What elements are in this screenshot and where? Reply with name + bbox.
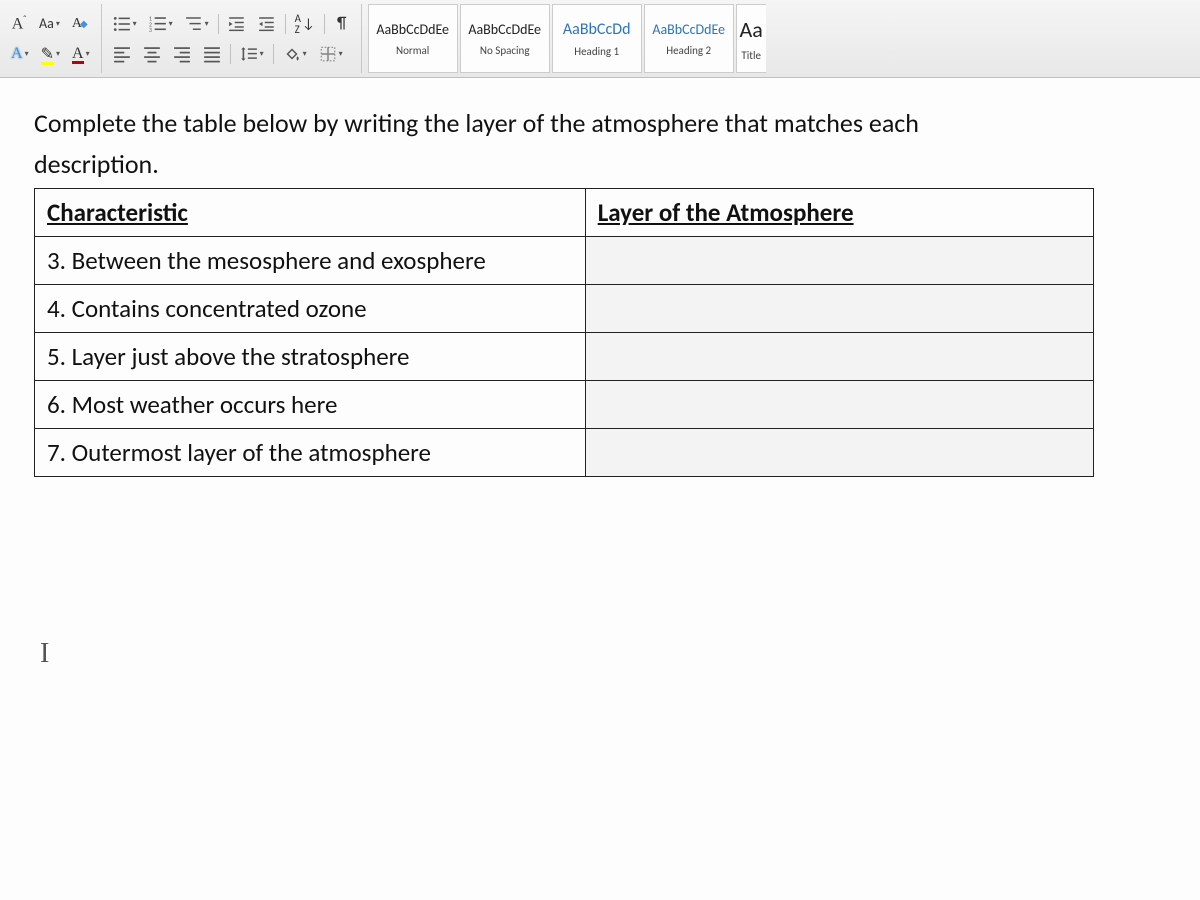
align-left-button[interactable]	[110, 42, 134, 66]
table-row: 7. Outermost layer of the atmosphere	[35, 429, 1094, 477]
multilevel-list-button[interactable]: ▾	[182, 12, 212, 36]
table-row: 6. Most weather occurs here	[35, 381, 1094, 429]
characteristic-cell[interactable]: 4. Contains concentrated ozone	[35, 285, 586, 333]
style-preview: Aa	[740, 16, 763, 43]
text-cursor-icon: I	[40, 638, 49, 670]
answer-cell[interactable]	[585, 381, 1093, 429]
table-header-row: Characteristic Layer of the Atmosphere	[35, 189, 1094, 237]
header-characteristic[interactable]: Characteristic	[35, 189, 586, 237]
grow-font-button[interactable]: Aˆ	[8, 12, 30, 36]
style-preview: AaBbCcDd	[563, 20, 631, 39]
style-normal[interactable]: AaBbCcDdEe Normal	[368, 4, 458, 73]
table-row: 5. Layer just above the stratosphere	[35, 333, 1094, 381]
align-center-button[interactable]	[140, 42, 164, 66]
header-layer[interactable]: Layer of the Atmosphere	[585, 189, 1093, 237]
chevron-down-icon: ▾	[169, 19, 173, 29]
eraser-icon: ◆	[80, 17, 88, 30]
instruction-text-line1: Complete the table below by writing the …	[34, 106, 1166, 141]
characteristic-cell[interactable]: 7. Outermost layer of the atmosphere	[35, 429, 586, 477]
font-group: Aˆ Aa ▾ A ◆ A ▾ ✎ ▾	[0, 4, 102, 73]
multilevel-icon	[185, 15, 203, 33]
text-effects-button[interactable]: A ▾	[8, 42, 32, 66]
indent-icon	[258, 15, 276, 33]
worksheet-table: Characteristic Layer of the Atmosphere 3…	[34, 188, 1094, 477]
style-title[interactable]: Aa Title	[736, 4, 766, 73]
table-row: 3. Between the mesosphere and exosphere	[35, 237, 1094, 285]
answer-cell[interactable]	[585, 237, 1093, 285]
show-paragraph-button[interactable]: ¶	[331, 12, 353, 36]
justify-button[interactable]	[200, 42, 224, 66]
style-name-label: No Spacing	[480, 44, 530, 57]
chevron-down-icon: ▾	[260, 49, 264, 59]
borders-icon	[319, 45, 337, 63]
font-color-label: A	[72, 45, 84, 62]
style-preview: AaBbCcDdEe	[652, 21, 725, 38]
line-spacing-icon	[240, 45, 258, 63]
svg-text:3: 3	[149, 26, 152, 32]
chevron-down-icon: ▾	[205, 19, 209, 29]
characteristic-cell[interactable]: 6. Most weather occurs here	[35, 381, 586, 429]
justify-icon	[203, 45, 221, 63]
chevron-down-icon: ▾	[56, 49, 60, 59]
chevron-down-icon: ▾	[86, 49, 90, 59]
characteristic-cell[interactable]: 3. Between the mesosphere and exosphere	[35, 237, 586, 285]
numbering-icon: 123	[149, 15, 167, 33]
chevron-down-icon: ▾	[303, 49, 307, 59]
sort-button[interactable]: AZ↓	[292, 12, 318, 36]
styles-gallery: AaBbCcDdEe Normal AaBbCcDdEe No Spacing …	[362, 4, 772, 73]
outdent-icon	[228, 15, 246, 33]
style-name-label: Normal	[396, 44, 429, 57]
paint-bucket-icon	[283, 45, 301, 63]
answer-cell[interactable]	[585, 285, 1093, 333]
paragraph-group: ▾ 123 ▾ ▾ AZ↓ ¶	[102, 4, 362, 73]
change-case-button[interactable]: Aa ▾	[36, 12, 63, 36]
highlighter-icon: ✎	[41, 46, 54, 63]
answer-cell[interactable]	[585, 429, 1093, 477]
style-no-spacing[interactable]: AaBbCcDdEe No Spacing	[460, 4, 550, 73]
change-case-label: Aa	[39, 15, 54, 32]
answer-cell[interactable]	[585, 333, 1093, 381]
font-color-button[interactable]: A ▾	[69, 42, 93, 66]
numbering-button[interactable]: 123 ▾	[146, 12, 176, 36]
align-right-icon	[173, 45, 191, 63]
clear-formatting-button[interactable]: A ◆	[69, 12, 91, 36]
highlight-button[interactable]: ✎ ▾	[38, 42, 63, 66]
borders-button[interactable]: ▾	[316, 42, 346, 66]
document-canvas[interactable]: Complete the table below by writing the …	[0, 78, 1200, 900]
table-row: 4. Contains concentrated ozone	[35, 285, 1094, 333]
chevron-down-icon: ▾	[339, 49, 343, 59]
increase-indent-button[interactable]	[255, 12, 279, 36]
chevron-down-icon: ▾	[56, 19, 60, 29]
ribbon-toolbar: Aˆ Aa ▾ A ◆ A ▾ ✎ ▾	[0, 0, 1200, 78]
characteristic-cell[interactable]: 5. Layer just above the stratosphere	[35, 333, 586, 381]
style-preview: AaBbCcDdEe	[376, 21, 449, 38]
style-name-label: Heading 1	[574, 45, 619, 58]
bullets-button[interactable]: ▾	[110, 12, 140, 36]
instruction-text-line2: description.	[34, 147, 1166, 182]
bullets-icon	[113, 15, 131, 33]
align-left-icon	[113, 45, 131, 63]
chevron-down-icon: ▾	[133, 19, 137, 29]
chevron-down-icon: ▾	[25, 49, 29, 59]
shading-button[interactable]: ▾	[280, 42, 310, 66]
style-heading-2[interactable]: AaBbCcDdEe Heading 2	[644, 4, 734, 73]
style-heading-1[interactable]: AaBbCcDd Heading 1	[552, 4, 642, 73]
align-right-button[interactable]	[170, 42, 194, 66]
pilcrow-icon: ¶	[337, 14, 346, 33]
line-spacing-button[interactable]: ▾	[237, 42, 267, 66]
decrease-indent-button[interactable]	[225, 12, 249, 36]
align-center-icon	[143, 45, 161, 63]
style-name-label: Title	[741, 49, 761, 62]
style-preview: AaBbCcDdEe	[468, 21, 541, 38]
style-name-label: Heading 2	[666, 44, 711, 57]
